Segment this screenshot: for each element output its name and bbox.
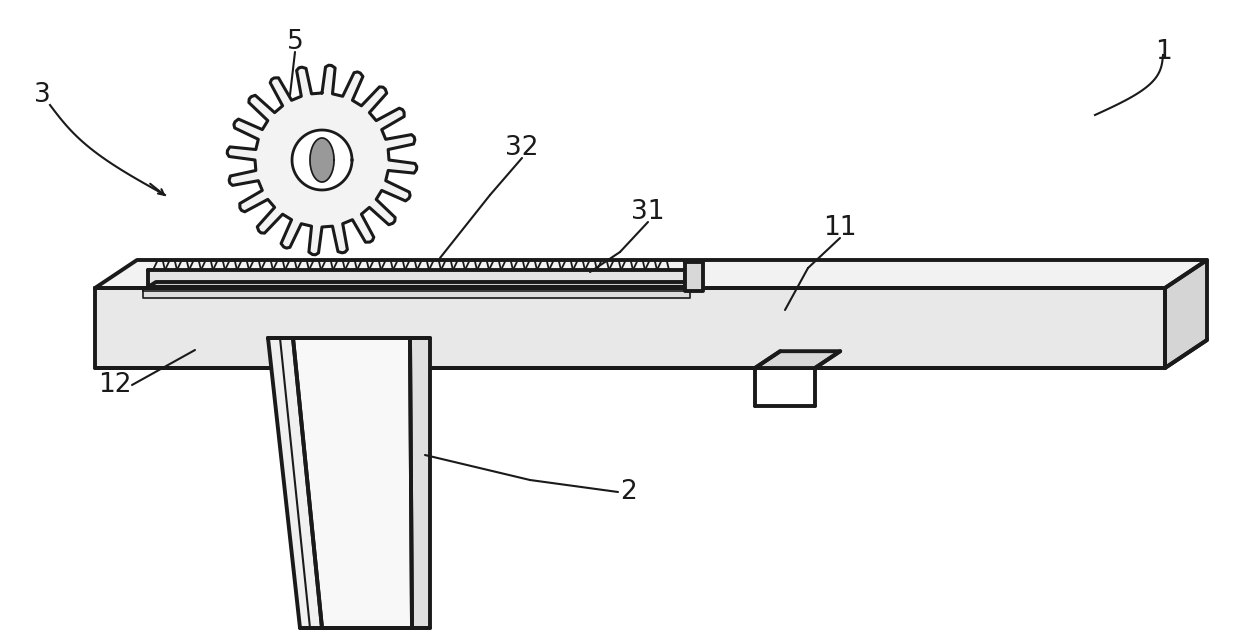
Text: 11: 11 (823, 215, 857, 241)
Polygon shape (755, 351, 841, 368)
Text: 31: 31 (631, 199, 665, 225)
Text: 1: 1 (1154, 39, 1172, 65)
Text: 2: 2 (620, 479, 636, 505)
Polygon shape (95, 288, 1166, 368)
Polygon shape (148, 282, 693, 287)
Polygon shape (684, 262, 703, 291)
Polygon shape (410, 338, 430, 628)
Polygon shape (293, 130, 352, 190)
Polygon shape (95, 260, 1207, 288)
Polygon shape (227, 65, 417, 254)
Polygon shape (143, 291, 689, 298)
Polygon shape (293, 338, 412, 628)
Text: 3: 3 (33, 82, 51, 108)
Text: 12: 12 (98, 372, 131, 398)
Polygon shape (268, 338, 322, 628)
Polygon shape (1166, 260, 1207, 368)
Text: 5: 5 (286, 29, 304, 55)
Polygon shape (310, 138, 334, 182)
Text: 32: 32 (505, 135, 538, 161)
Polygon shape (148, 270, 684, 287)
